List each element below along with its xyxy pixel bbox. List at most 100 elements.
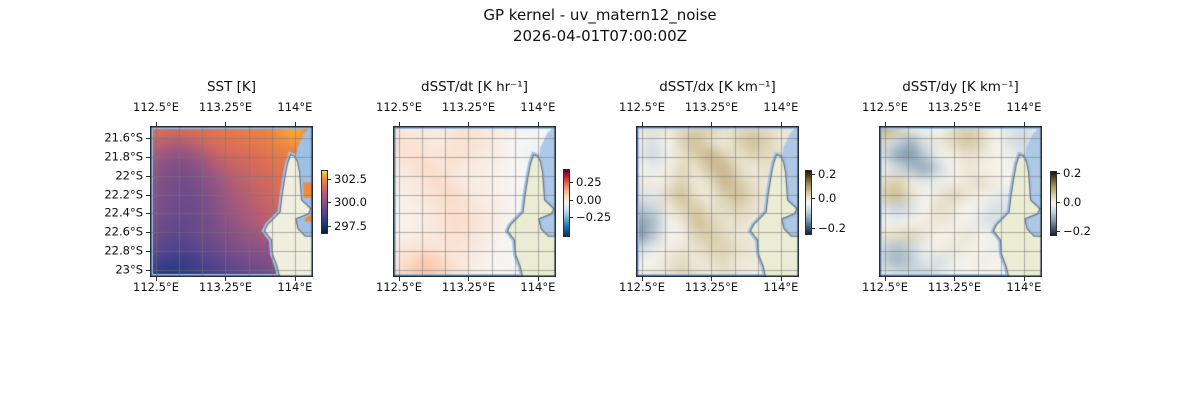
- x-tick-mark-top-dsst-dy: [1023, 122, 1025, 126]
- colorbar-tick-label-sst: 297.5: [334, 218, 367, 233]
- y-tick-label-sst: 23°S: [115, 262, 143, 277]
- colorbar-dsst-dt: [563, 169, 570, 237]
- y-tick-mark-sst: [146, 213, 150, 215]
- y-tick-label-sst: 22.2°S: [104, 187, 143, 202]
- colorbar-tick-mark-dsst-dy: [1056, 230, 1060, 232]
- x-tick-label-bottom-sst: 114°E: [277, 280, 313, 294]
- panel-title-dsst-dt: dSST/dt [K hr⁻¹]: [421, 79, 528, 95]
- x-tick-label-bottom-sst: 112.5°E: [133, 280, 179, 294]
- y-tick-label-sst: 21.8°S: [104, 149, 143, 164]
- x-tick-label-bottom-sst: 113.25°E: [198, 280, 253, 294]
- x-tick-label-top-dsst-dx: 114°E: [763, 100, 799, 114]
- colorbar-tick-mark-dsst-dt: [569, 182, 573, 183]
- colorbar-tick-mark-sst: [327, 201, 331, 203]
- colorbar-tick-label-dsst-dx: 0.2: [818, 166, 837, 181]
- x-tick-label-bottom-dsst-dx: 112.5°E: [619, 280, 665, 294]
- y-tick-label-sst: 21.6°S: [104, 130, 143, 145]
- x-tick-mark-bottom-sst: [294, 277, 296, 281]
- colorbar-tick-label-dsst-dx: −0.2: [818, 220, 846, 235]
- x-tick-mark-top-sst: [156, 122, 158, 126]
- x-tick-mark-bottom-dsst-dy: [1023, 277, 1025, 281]
- y-tick-mark-sst: [146, 232, 150, 234]
- x-tick-mark-bottom-dsst-dt: [468, 277, 470, 281]
- x-tick-mark-top-sst: [225, 122, 227, 126]
- colorbar-tick-mark-dsst-dt: [569, 216, 573, 218]
- colorbar-tick-label-dsst-dt: 0.25: [576, 175, 602, 189]
- x-tick-label-top-sst: 113.25°E: [198, 100, 253, 114]
- figure-title-line1: GP kernel - uv_matern12_noise: [483, 6, 717, 24]
- x-tick-label-top-dsst-dx: 112.5°E: [619, 100, 665, 114]
- x-tick-mark-top-dsst-dx: [711, 122, 713, 126]
- x-tick-label-top-dsst-dt: 114°E: [520, 100, 556, 114]
- x-tick-mark-bottom-dsst-dy: [885, 277, 887, 281]
- y-tick-label-sst: 22°S: [115, 168, 143, 183]
- x-tick-mark-top-dsst-dt: [537, 122, 539, 126]
- colorbar-tick-mark-dsst-dx: [811, 227, 815, 229]
- colorbar-tick-label-dsst-dy: 0.0: [1063, 194, 1082, 209]
- y-tick-label-sst: 22.6°S: [104, 224, 143, 239]
- colorbar-tick-mark-sst: [327, 178, 331, 180]
- x-tick-label-bottom-dsst-dy: 114°E: [1006, 280, 1042, 294]
- panel-title-sst: SST [K]: [206, 79, 257, 95]
- x-tick-label-bottom-dsst-dy: 112.5°E: [862, 280, 908, 294]
- x-tick-label-top-dsst-dy: 113.25°E: [927, 100, 982, 114]
- x-tick-mark-top-sst: [294, 122, 296, 126]
- x-tick-mark-top-dsst-dt: [399, 122, 401, 126]
- colorbar-dsst-dy: [1050, 171, 1057, 236]
- y-tick-mark-sst: [146, 194, 150, 196]
- y-tick-label-sst: 22.8°S: [104, 243, 143, 258]
- colorbar-tick-mark-sst: [327, 225, 331, 227]
- y-tick-mark-sst: [146, 269, 150, 271]
- colorbar-tick-label-dsst-dx: 0.0: [818, 190, 837, 205]
- x-tick-mark-bottom-dsst-dt: [399, 277, 401, 281]
- colorbar-tick-label-dsst-dt: −0.25: [576, 209, 612, 224]
- x-tick-label-top-sst: 112.5°E: [133, 100, 179, 114]
- map-canvas-sst: [150, 126, 313, 277]
- x-tick-mark-bottom-sst: [225, 277, 227, 281]
- y-tick-label-sst: 22.4°S: [104, 205, 143, 220]
- x-tick-mark-bottom-dsst-dx: [642, 277, 644, 281]
- x-tick-mark-bottom-dsst-dt: [537, 277, 539, 281]
- x-tick-label-bottom-dsst-dt: 114°E: [520, 280, 556, 294]
- colorbar-tick-label-dsst-dy: 0.2: [1063, 165, 1082, 180]
- colorbar-tick-label-dsst-dy: −0.2: [1063, 223, 1091, 238]
- map-canvas-dsst-dt: [393, 126, 556, 277]
- figure-title-line2: 2026-04-01T07:00:00Z: [513, 27, 687, 45]
- y-tick-mark-sst: [146, 138, 150, 140]
- x-tick-mark-top-dsst-dx: [642, 122, 644, 126]
- colorbar-tick-mark-dsst-dx: [811, 173, 815, 175]
- panel-title-dsst-dx: dSST/dx [K km⁻¹]: [659, 79, 776, 95]
- x-tick-label-top-dsst-dy: 114°E: [1006, 100, 1042, 114]
- colorbar-tick-mark-dsst-dx: [811, 197, 815, 199]
- x-tick-mark-top-dsst-dy: [885, 122, 887, 126]
- x-tick-label-bottom-dsst-dx: 114°E: [763, 280, 799, 294]
- x-tick-label-top-dsst-dt: 113.25°E: [441, 100, 496, 114]
- colorbar-tick-label-sst: 300.0: [334, 194, 367, 209]
- colorbar-dsst-dx: [805, 170, 812, 235]
- x-tick-mark-bottom-dsst-dy: [954, 277, 956, 281]
- x-tick-label-top-dsst-dy: 112.5°E: [862, 100, 908, 114]
- x-tick-label-bottom-dsst-dt: 113.25°E: [441, 280, 496, 294]
- x-tick-mark-bottom-sst: [156, 277, 158, 281]
- y-tick-mark-sst: [146, 175, 150, 177]
- x-tick-mark-top-dsst-dx: [780, 122, 782, 126]
- map-canvas-dsst-dy: [879, 126, 1042, 277]
- x-tick-mark-bottom-dsst-dx: [711, 277, 713, 281]
- y-tick-mark-sst: [146, 251, 150, 253]
- x-tick-label-bottom-dsst-dx: 113.25°E: [684, 280, 739, 294]
- colorbar-tick-mark-dsst-dy: [1056, 201, 1060, 203]
- y-tick-mark-sst: [146, 156, 150, 158]
- colorbar-tick-label-dsst-dt: 0.00: [576, 193, 602, 208]
- colorbar-tick-mark-dsst-dy: [1056, 172, 1060, 174]
- x-tick-label-top-dsst-dt: 112.5°E: [376, 100, 422, 114]
- map-canvas-dsst-dx: [636, 126, 799, 277]
- x-tick-mark-bottom-dsst-dx: [780, 277, 782, 281]
- x-tick-label-bottom-dsst-dy: 113.25°E: [927, 280, 982, 294]
- x-tick-mark-top-dsst-dy: [954, 122, 956, 126]
- colorbar-tick-label-sst: 302.5: [334, 171, 367, 186]
- panel-title-dsst-dy: dSST/dy [K km⁻¹]: [902, 79, 1019, 95]
- x-tick-mark-top-dsst-dt: [468, 122, 470, 126]
- x-tick-label-top-sst: 114°E: [277, 100, 313, 114]
- x-tick-label-top-dsst-dx: 113.25°E: [684, 100, 739, 114]
